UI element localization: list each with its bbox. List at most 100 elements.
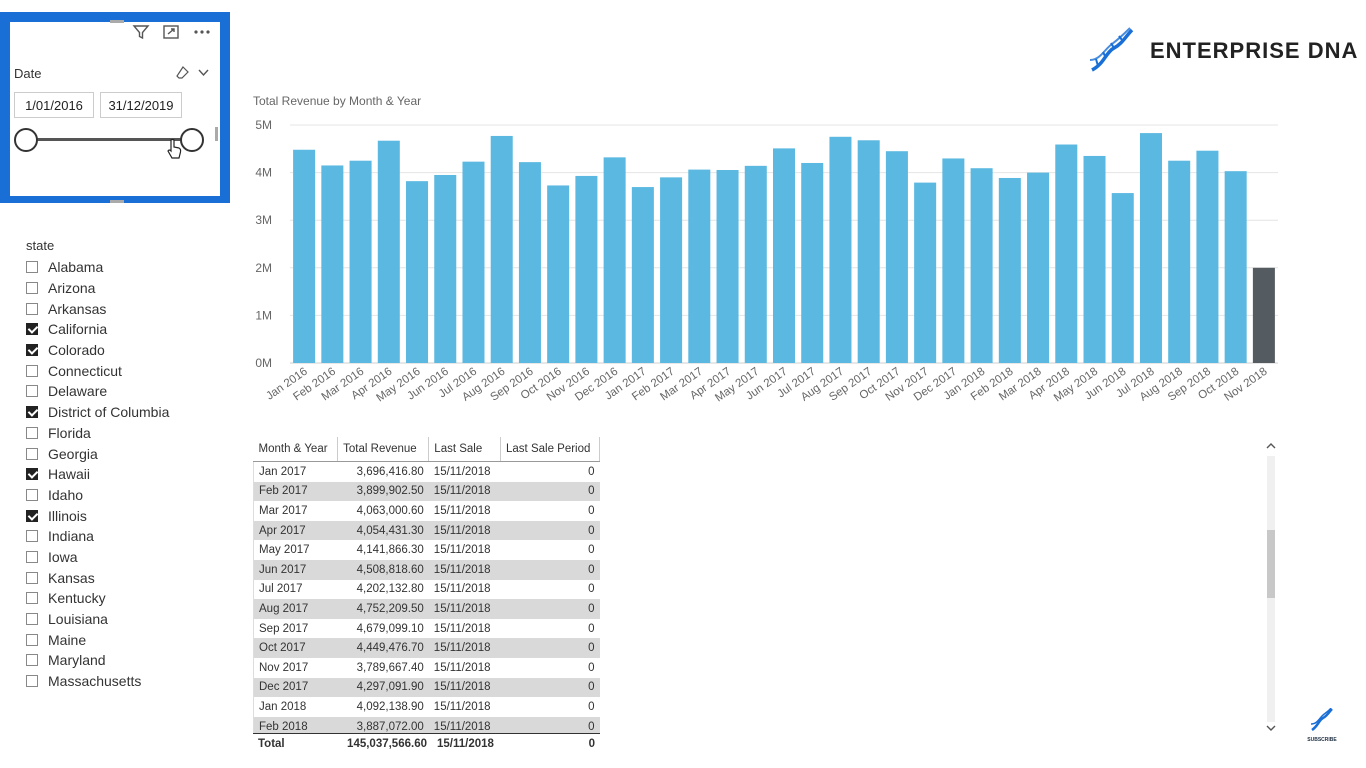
checkbox-checked[interactable]	[26, 509, 38, 522]
bar[interactable]	[970, 168, 993, 363]
table-row[interactable]: Apr 2017 4,054,431.30 15/11/2018 0	[253, 520, 600, 541]
checkbox-unchecked[interactable]	[26, 633, 38, 646]
bar[interactable]	[942, 158, 965, 363]
checkbox-unchecked[interactable]	[26, 364, 38, 377]
bar[interactable]	[377, 140, 400, 363]
end-date-input[interactable]: 31/12/2019	[100, 92, 182, 118]
bar[interactable]	[914, 182, 937, 363]
bar[interactable]	[1083, 155, 1106, 363]
state-option[interactable]: Louisiana	[26, 609, 226, 630]
state-option[interactable]: Delaware	[26, 381, 226, 402]
bar[interactable]	[801, 162, 824, 363]
bar[interactable]	[1055, 144, 1078, 363]
bar[interactable]	[575, 175, 598, 363]
checkbox-checked[interactable]	[26, 468, 38, 481]
state-option[interactable]: Kansas	[26, 567, 226, 588]
bar[interactable]	[547, 185, 570, 363]
table-row[interactable]: Jun 2017 4,508,818.60 15/11/2018 0	[253, 559, 600, 580]
state-option[interactable]: Arizona	[26, 278, 226, 299]
checkbox-unchecked[interactable]	[26, 592, 38, 605]
state-option[interactable]: Maryland	[26, 650, 226, 671]
table-row[interactable]: Sep 2017 4,679,099.10 15/11/2018 0	[253, 618, 600, 639]
checkbox-unchecked[interactable]	[26, 385, 38, 398]
state-option[interactable]: Arkansas	[26, 298, 226, 319]
state-option[interactable]: Alabama	[26, 257, 226, 278]
table-row[interactable]: Jul 2017 4,202,132.80 15/11/2018 0	[253, 579, 600, 600]
date-range-slider[interactable]	[28, 138, 192, 141]
checkbox-unchecked[interactable]	[26, 613, 38, 626]
bar[interactable]	[716, 170, 739, 363]
column-header[interactable]: Month & Year	[253, 437, 339, 462]
bar[interactable]	[490, 135, 513, 363]
bar[interactable]	[321, 165, 344, 363]
scroll-thumb[interactable]	[1267, 530, 1275, 598]
checkbox-checked[interactable]	[26, 344, 38, 357]
table-row[interactable]: Aug 2017 4,752,209.50 15/11/2018 0	[253, 599, 600, 619]
table-row[interactable]: Dec 2017 4,297,091.90 15/11/2018 0	[253, 677, 600, 698]
bar[interactable]	[998, 177, 1021, 363]
bar[interactable]	[1027, 172, 1050, 363]
bar[interactable]	[462, 161, 485, 363]
bar[interactable]	[660, 177, 683, 363]
bar[interactable]	[434, 174, 457, 363]
state-option[interactable]: Florida	[26, 423, 226, 444]
checkbox-unchecked[interactable]	[26, 571, 38, 584]
bar[interactable]	[406, 181, 429, 363]
state-option[interactable]: Indiana	[26, 526, 226, 547]
bar[interactable]	[293, 149, 316, 363]
more-options-icon[interactable]	[192, 23, 212, 49]
table-row[interactable]: Oct 2017 4,449,476.70 15/11/2018 0	[253, 638, 600, 658]
state-option[interactable]: District of Columbia	[26, 402, 226, 423]
table-row[interactable]: Feb 2018 3,887,072.00 15/11/2018 0	[253, 716, 600, 737]
state-option[interactable]: Iowa	[26, 547, 226, 568]
table-row[interactable]: Jan 2017 3,696,416.80 15/11/2018 0	[253, 461, 600, 482]
chevron-down-icon[interactable]	[197, 66, 210, 82]
state-option[interactable]: California	[26, 319, 226, 340]
bar[interactable]	[1168, 160, 1191, 363]
bar[interactable]	[349, 160, 372, 363]
eraser-icon[interactable]	[176, 66, 189, 82]
state-option[interactable]: Maine	[26, 629, 226, 650]
column-header[interactable]: Last Sale	[428, 437, 502, 462]
table-row[interactable]: Mar 2017 4,063,000.60 15/11/2018 0	[253, 501, 600, 521]
state-option[interactable]: Connecticut	[26, 360, 226, 381]
scroll-down-icon[interactable]	[1265, 724, 1277, 735]
checkbox-unchecked[interactable]	[26, 447, 38, 460]
bar[interactable]	[1196, 150, 1219, 363]
bar[interactable]	[1224, 171, 1247, 363]
checkbox-checked[interactable]	[26, 406, 38, 419]
table-row[interactable]: Jan 2018 4,092,138.90 15/11/2018 0	[253, 697, 600, 717]
resize-handle-bottom[interactable]	[110, 200, 124, 203]
checkbox-unchecked[interactable]	[26, 530, 38, 543]
slider-end-handle[interactable]	[180, 128, 204, 152]
bar[interactable]	[688, 169, 711, 363]
start-date-input[interactable]: 1/01/2016	[14, 92, 94, 118]
bar[interactable]	[1252, 267, 1275, 363]
resize-handle-right[interactable]	[215, 127, 218, 141]
scroll-up-icon[interactable]	[1265, 442, 1277, 453]
checkbox-unchecked[interactable]	[26, 282, 38, 295]
bar[interactable]	[744, 165, 767, 363]
focus-mode-icon[interactable]	[162, 23, 180, 49]
resize-handle-top[interactable]	[110, 20, 124, 23]
state-option[interactable]: Massachusetts	[26, 671, 226, 692]
filter-icon[interactable]	[132, 23, 150, 49]
checkbox-unchecked[interactable]	[26, 488, 38, 501]
checkbox-unchecked[interactable]	[26, 302, 38, 315]
bar[interactable]	[1139, 133, 1162, 363]
state-option[interactable]: Idaho	[26, 485, 226, 506]
state-option[interactable]: Hawaii	[26, 464, 226, 485]
checkbox-unchecked[interactable]	[26, 426, 38, 439]
subscribe-badge[interactable]: SUBSCRIBE	[1304, 707, 1340, 743]
table-row[interactable]: Nov 2017 3,789,667.40 15/11/2018 0	[253, 657, 600, 678]
column-header[interactable]: Total Revenue	[337, 437, 430, 462]
checkbox-unchecked[interactable]	[26, 261, 38, 274]
bar[interactable]	[772, 148, 796, 363]
checkbox-unchecked[interactable]	[26, 654, 38, 667]
checkbox-unchecked[interactable]	[26, 675, 38, 688]
bar[interactable]	[857, 140, 880, 363]
table-row[interactable]: Feb 2017 3,899,902.50 15/11/2018 0	[253, 481, 600, 502]
state-option[interactable]: Kentucky	[26, 588, 226, 609]
state-option[interactable]: Colorado	[26, 340, 226, 361]
bar[interactable]	[885, 151, 908, 363]
